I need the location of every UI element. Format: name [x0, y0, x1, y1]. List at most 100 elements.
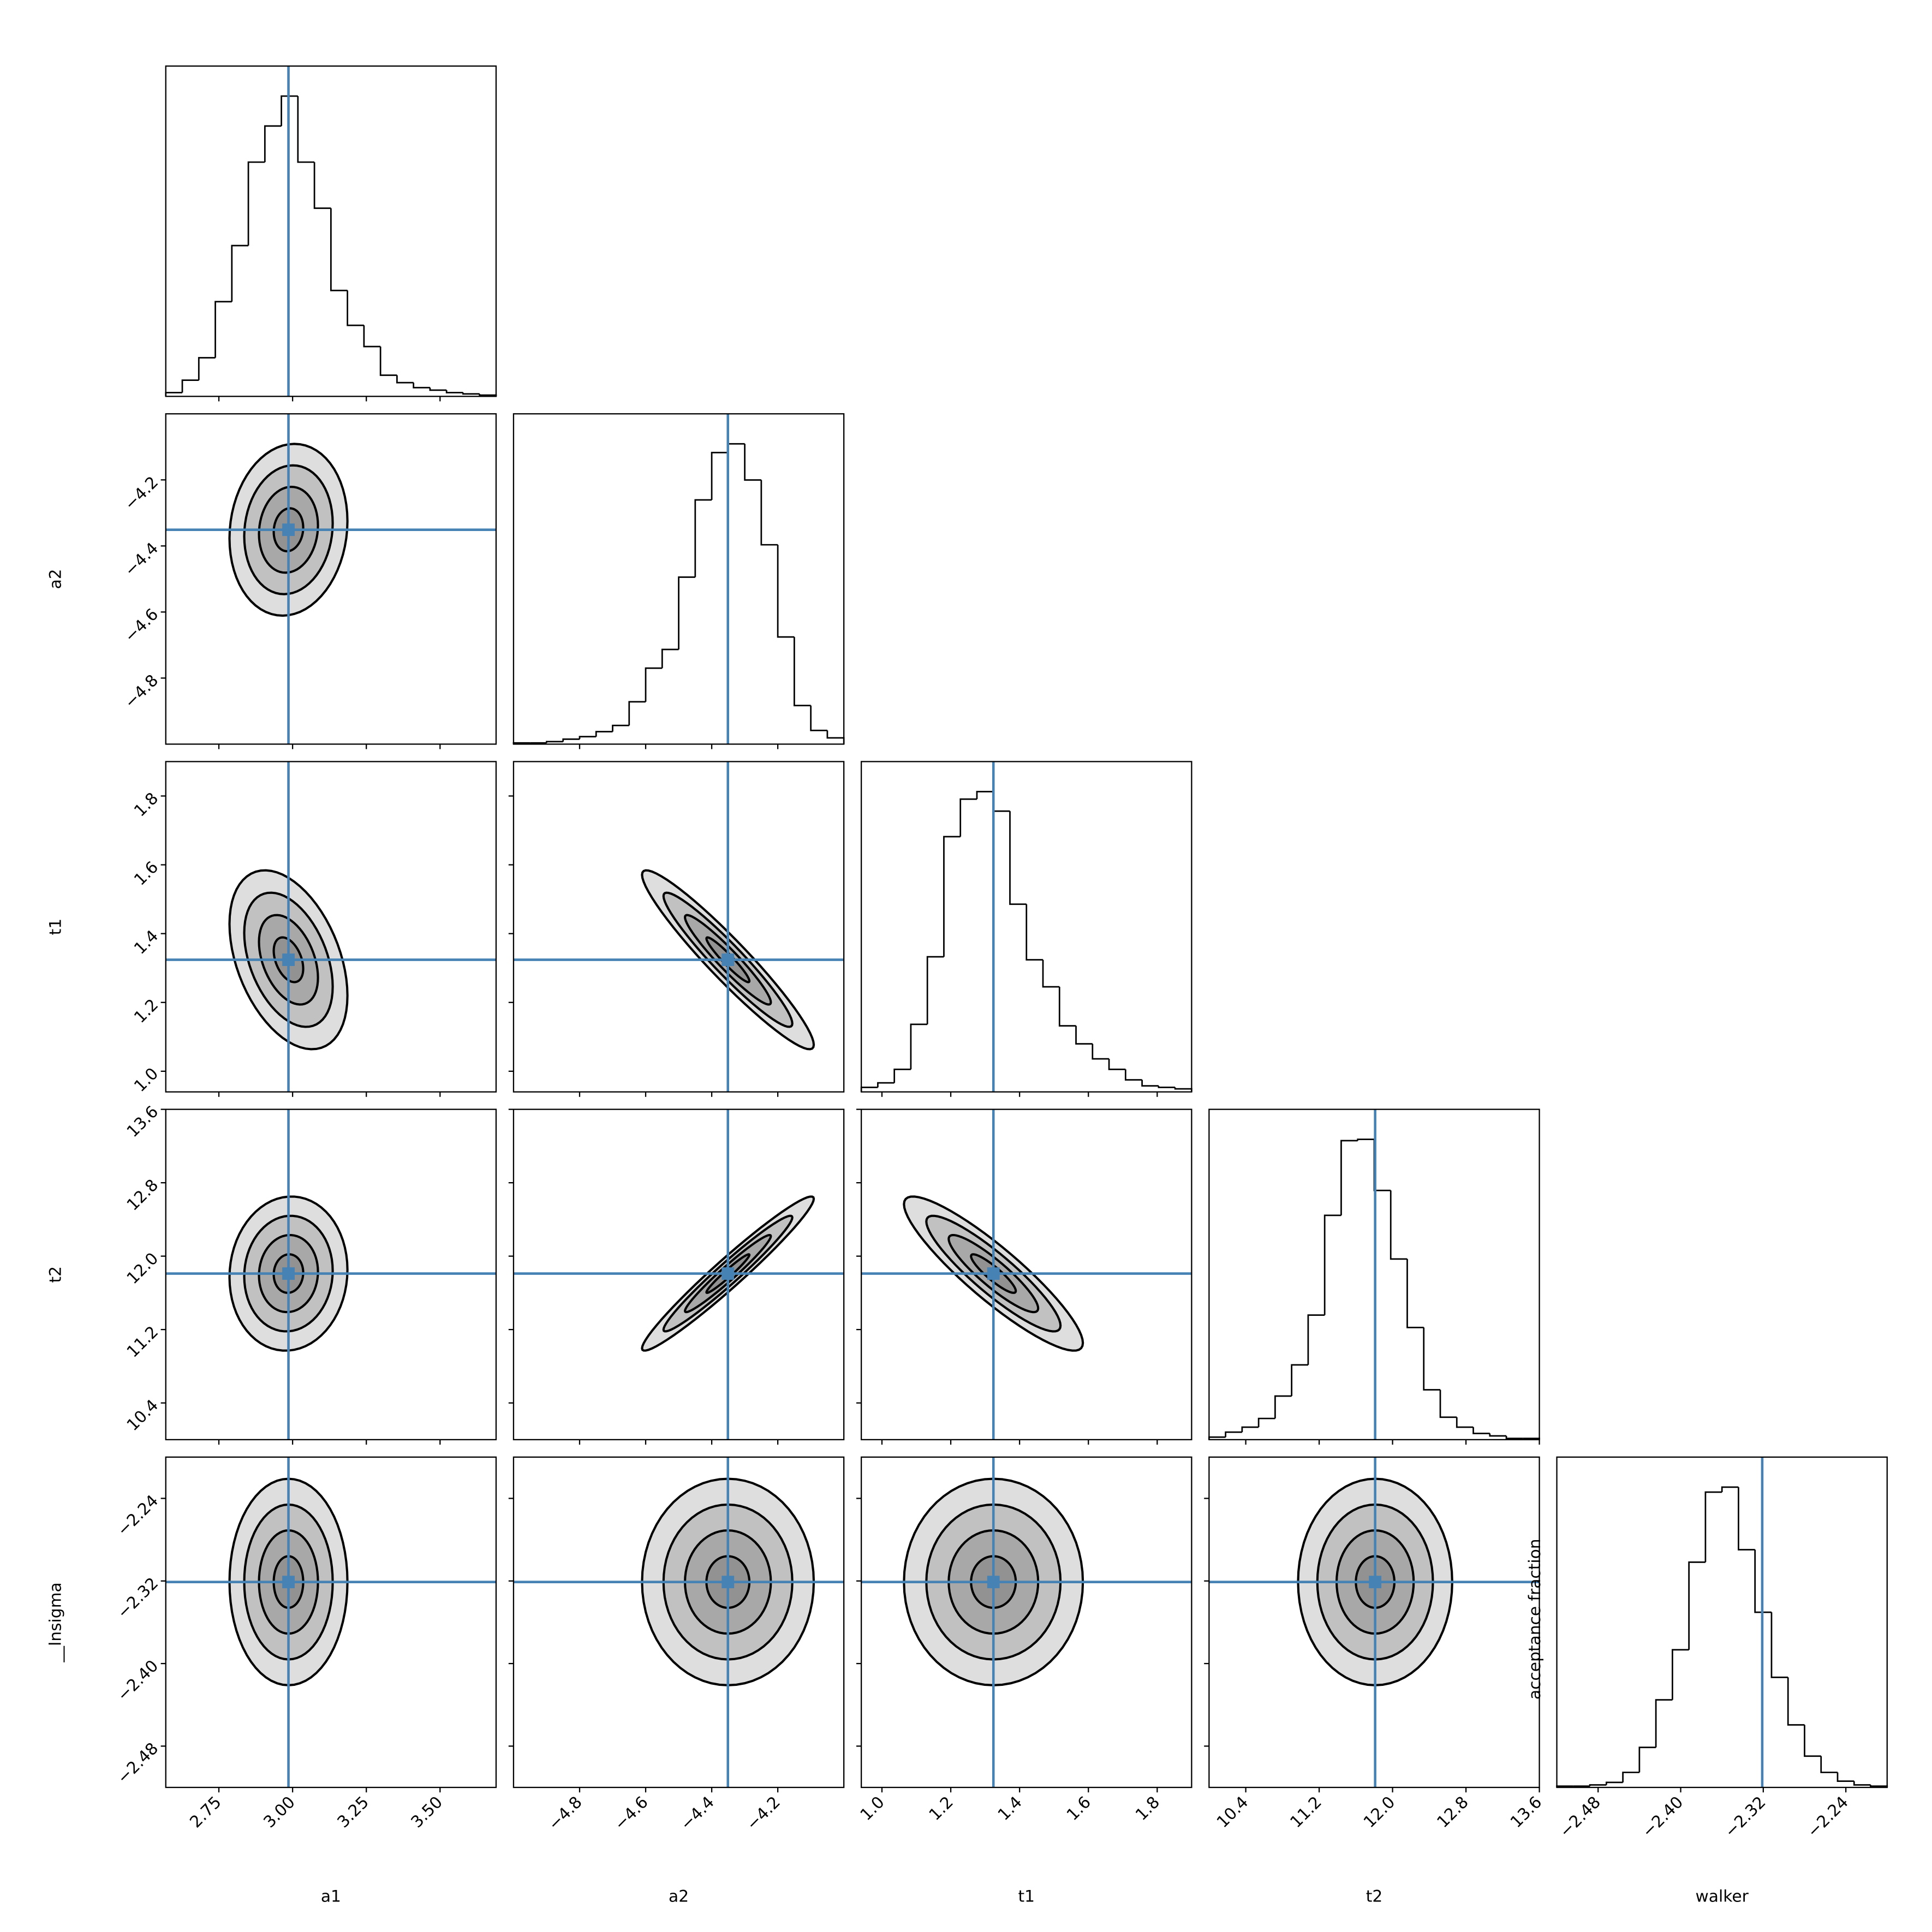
histogram-step: [1124, 1069, 1142, 1081]
histogram-step: [445, 390, 463, 393]
histogram-step: [1820, 1756, 1838, 1773]
histogram-step: [1058, 987, 1076, 1027]
histogram-step: [777, 545, 795, 638]
contour: [228, 1195, 349, 1352]
contour: [903, 1195, 1084, 1352]
contour: [662, 891, 794, 1028]
contour: [925, 1214, 1062, 1333]
panel-frame: [165, 1108, 497, 1441]
y-axis-label: __lnsigma: [46, 1582, 65, 1662]
histogram-step: [1357, 1138, 1374, 1141]
histogram-step: [396, 375, 414, 384]
histogram-step: [959, 798, 977, 837]
panel-frame: [1556, 1456, 1888, 1788]
histogram-step: [1158, 1086, 1176, 1088]
panel-frame: [512, 1108, 845, 1441]
histogram-step: [926, 956, 944, 1024]
histogram-step: [214, 301, 232, 358]
histogram-step: [1323, 1214, 1341, 1315]
histogram-step: [1291, 1364, 1308, 1396]
truth-marker: [721, 953, 735, 966]
truth-marker: [282, 523, 295, 536]
histogram-step: [1108, 1059, 1126, 1070]
histogram-step: [379, 346, 397, 376]
histogram-step: [1804, 1725, 1821, 1757]
histogram-step: [645, 667, 663, 702]
truth-marker: [282, 1576, 295, 1589]
contour: [641, 1195, 815, 1352]
histogram-step: [330, 208, 348, 291]
histogram-step: [1406, 1259, 1424, 1328]
truth-marker: [1369, 1576, 1382, 1589]
panel-frame: [165, 1456, 497, 1788]
histogram-step: [1456, 1417, 1474, 1428]
histogram-step: [760, 480, 778, 546]
x-axis-label: t2: [1366, 1887, 1383, 1906]
histogram-step: [413, 383, 430, 389]
histogram-step: [1340, 1140, 1358, 1215]
histogram-step: [612, 724, 629, 732]
panel-frame: [861, 761, 1192, 1093]
histogram-step: [976, 791, 994, 800]
histogram-step: [877, 1082, 895, 1088]
histogram-step: [231, 245, 249, 302]
histogram-step: [595, 731, 613, 737]
histogram-step: [711, 451, 729, 500]
histogram-step: [1390, 1190, 1408, 1260]
panel-frame: [165, 65, 497, 397]
histogram-step: [1589, 1784, 1607, 1786]
histogram-step: [1241, 1426, 1259, 1433]
histogram-step: [1754, 1549, 1772, 1613]
contour: [272, 507, 305, 553]
histogram-step: [1836, 1772, 1855, 1782]
histogram-step: [1505, 1436, 1523, 1439]
histogram-step: [1439, 1390, 1457, 1418]
y-axis-label: t1: [46, 919, 65, 935]
panel-frame: [165, 413, 497, 745]
contour: [662, 1214, 794, 1333]
contour: [272, 936, 305, 983]
histogram-step: [628, 701, 646, 726]
histogram-step: [893, 1069, 911, 1083]
histogram-step: [661, 648, 679, 669]
contour: [243, 891, 334, 1028]
histogram-step: [1092, 1043, 1110, 1060]
histogram-step: [943, 836, 961, 957]
histogram-step: [1225, 1431, 1242, 1438]
histogram-step: [910, 1023, 928, 1070]
histogram-step: [1042, 959, 1060, 988]
histogram-step: [1688, 1561, 1706, 1650]
histogram-step: [1025, 904, 1043, 961]
histogram-step: [562, 738, 580, 742]
histogram-step: [1853, 1781, 1871, 1786]
panel-frame: [512, 761, 845, 1093]
histogram-step: [181, 379, 199, 393]
truth-marker: [721, 1267, 735, 1280]
truth-marker: [282, 953, 295, 966]
contour: [947, 1233, 1040, 1314]
panel-frame: [861, 1456, 1192, 1788]
histogram-step: [794, 637, 811, 707]
histogram-step: [429, 387, 447, 391]
contour: [684, 914, 772, 1006]
panel-frame: [1208, 1456, 1540, 1788]
histogram-step: [1274, 1395, 1292, 1419]
histogram-step: [1472, 1427, 1490, 1434]
contour: [683, 1233, 772, 1314]
truth-marker: [721, 1576, 735, 1589]
histogram-step: [579, 736, 597, 740]
histogram-step: [247, 161, 265, 246]
histogram-step: [297, 96, 315, 163]
contour: [228, 869, 349, 1051]
contour: [228, 443, 349, 617]
histogram-step: [1721, 1486, 1739, 1493]
histogram-step: [810, 705, 827, 731]
contour: [970, 1253, 1017, 1294]
histogram-step: [1307, 1314, 1325, 1365]
panel-frame: [512, 413, 845, 745]
contour: [243, 464, 334, 595]
histogram-step: [347, 290, 364, 326]
histogram-step: [281, 95, 298, 126]
